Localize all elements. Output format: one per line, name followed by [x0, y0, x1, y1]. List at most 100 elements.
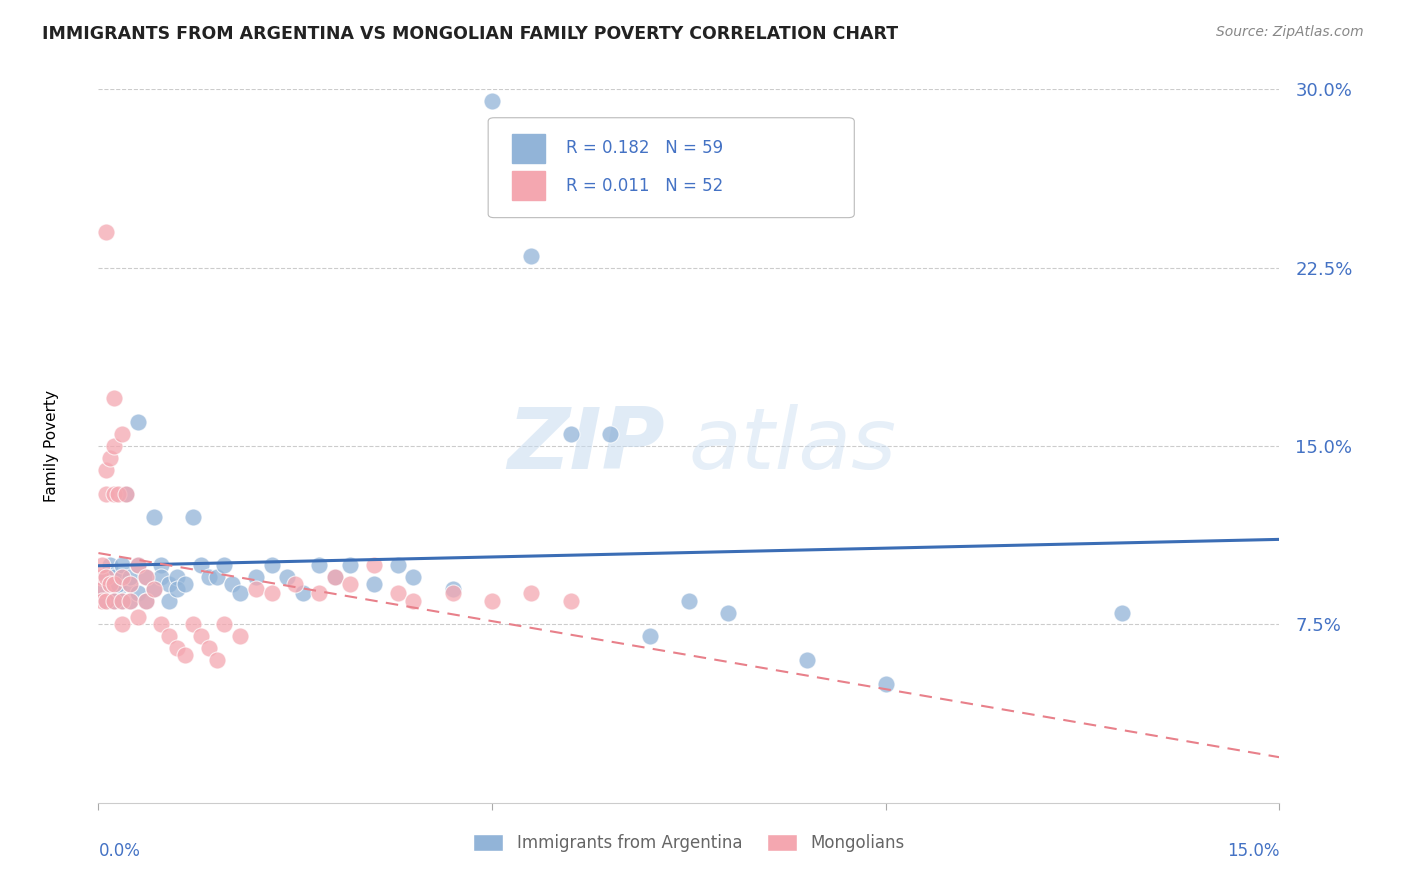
Point — [111, 558, 134, 572]
Point — [875, 677, 897, 691]
Point — [276, 570, 298, 584]
Point — [205, 653, 228, 667]
Point — [150, 570, 173, 584]
Point — [181, 510, 204, 524]
Point — [107, 486, 129, 500]
Point — [91, 593, 114, 607]
Point — [339, 577, 361, 591]
Text: 15.0%: 15.0% — [1227, 842, 1279, 860]
Point — [118, 570, 141, 584]
Point — [111, 570, 134, 584]
Point — [115, 486, 138, 500]
Point — [127, 610, 149, 624]
Point — [229, 629, 252, 643]
Point — [190, 558, 212, 572]
Point — [197, 570, 219, 584]
Point — [481, 593, 503, 607]
Point — [98, 450, 121, 465]
Point — [197, 641, 219, 656]
Point — [481, 94, 503, 108]
Point — [111, 593, 134, 607]
Point — [96, 593, 118, 607]
Point — [157, 577, 180, 591]
Text: Source: ZipAtlas.com: Source: ZipAtlas.com — [1216, 25, 1364, 39]
Point — [363, 577, 385, 591]
Point — [387, 558, 409, 572]
Text: Family Poverty: Family Poverty — [44, 390, 59, 502]
Point — [174, 577, 197, 591]
Point — [107, 577, 129, 591]
Point — [796, 653, 818, 667]
Point — [135, 593, 157, 607]
Point — [245, 582, 267, 596]
Point — [157, 593, 180, 607]
Text: IMMIGRANTS FROM ARGENTINA VS MONGOLIAN FAMILY POVERTY CORRELATION CHART: IMMIGRANTS FROM ARGENTINA VS MONGOLIAN F… — [42, 25, 898, 43]
Point — [308, 586, 330, 600]
Point — [135, 570, 157, 584]
Point — [103, 392, 125, 406]
Point — [150, 617, 173, 632]
Point — [98, 577, 121, 591]
Bar — [512, 134, 546, 162]
Point — [638, 629, 661, 643]
Point — [103, 593, 125, 607]
Point — [90, 570, 112, 584]
Point — [166, 570, 188, 584]
Point — [245, 570, 267, 584]
Point — [127, 415, 149, 429]
Point — [520, 249, 543, 263]
Point — [441, 582, 464, 596]
Point — [96, 463, 118, 477]
Text: R = 0.011   N = 52: R = 0.011 N = 52 — [567, 177, 723, 194]
Point — [284, 577, 307, 591]
Point — [118, 593, 141, 607]
Point — [214, 617, 236, 632]
Point — [150, 558, 173, 572]
Point — [107, 582, 129, 596]
Point — [142, 510, 165, 524]
Point — [402, 593, 425, 607]
Point — [260, 558, 283, 572]
Point — [1111, 606, 1133, 620]
Point — [96, 593, 118, 607]
Point — [166, 641, 188, 656]
Point — [103, 577, 125, 591]
Point — [98, 558, 121, 572]
Point — [678, 593, 700, 607]
Text: R = 0.182   N = 59: R = 0.182 N = 59 — [567, 139, 723, 157]
Point — [205, 570, 228, 584]
Point — [111, 593, 134, 607]
Point — [103, 486, 125, 500]
Point — [115, 486, 138, 500]
Point — [111, 570, 134, 584]
Point — [221, 577, 243, 591]
Point — [441, 586, 464, 600]
Point — [181, 617, 204, 632]
Point — [560, 427, 582, 442]
Point — [214, 558, 236, 572]
FancyBboxPatch shape — [488, 118, 855, 218]
Point — [135, 570, 157, 584]
Point — [402, 570, 425, 584]
Point — [135, 593, 157, 607]
Point — [118, 593, 141, 607]
Point — [166, 582, 188, 596]
Point — [127, 586, 149, 600]
Point — [118, 577, 141, 591]
Point — [387, 586, 409, 600]
Point — [292, 586, 315, 600]
Point — [91, 582, 114, 596]
Point — [103, 586, 125, 600]
Point — [118, 577, 141, 591]
Point — [103, 439, 125, 453]
Point — [96, 225, 118, 239]
Point — [308, 558, 330, 572]
Point — [103, 570, 125, 584]
Legend: Immigrants from Argentina, Mongolians: Immigrants from Argentina, Mongolians — [467, 827, 911, 859]
Point — [323, 570, 346, 584]
Text: ZIP: ZIP — [508, 404, 665, 488]
Point — [157, 629, 180, 643]
Text: 0.0%: 0.0% — [98, 842, 141, 860]
Point — [96, 570, 118, 584]
Point — [363, 558, 385, 572]
